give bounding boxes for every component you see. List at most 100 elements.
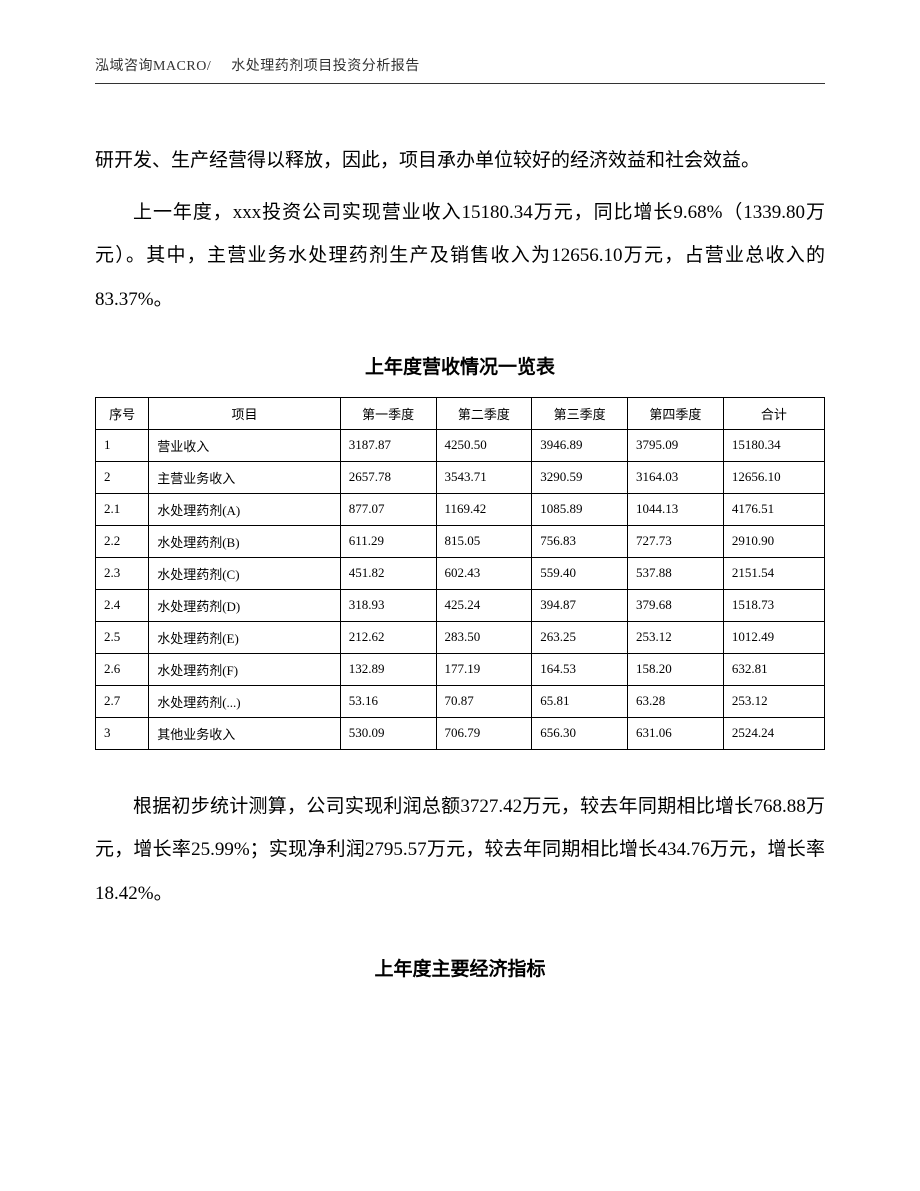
col-header-seq: 序号 <box>96 397 149 429</box>
table-row: 2.3水处理药剂(C)451.82602.43559.40537.882151.… <box>96 557 825 589</box>
table-row: 2.6水处理药剂(F)132.89177.19164.53158.20632.8… <box>96 653 825 685</box>
paragraph-2: 上一年度，xxx投资公司实现营业收入15180.34万元，同比增长9.68%（1… <box>95 191 825 322</box>
table-row: 1营业收入3187.874250.503946.893795.0915180.3… <box>96 429 825 461</box>
table-cell-seq: 2.7 <box>96 685 149 717</box>
table-cell-seq: 1 <box>96 429 149 461</box>
table-cell-q3: 756.83 <box>532 525 628 557</box>
table-cell-q4: 379.68 <box>628 589 724 621</box>
table-cell-q1: 3187.87 <box>340 429 436 461</box>
table-row: 2主营业务收入2657.783543.713290.593164.0312656… <box>96 461 825 493</box>
table-cell-q1: 53.16 <box>340 685 436 717</box>
table-cell-q2: 177.19 <box>436 653 532 685</box>
revenue-table: 序号 项目 第一季度 第二季度 第三季度 第四季度 合计 1营业收入3187.8… <box>95 397 825 750</box>
table-cell-q1: 212.62 <box>340 621 436 653</box>
table-cell-q4: 727.73 <box>628 525 724 557</box>
table-cell-q4: 1044.13 <box>628 493 724 525</box>
header-divider <box>95 83 825 84</box>
table-cell-q2: 3543.71 <box>436 461 532 493</box>
table-cell-q2: 4250.50 <box>436 429 532 461</box>
table-cell-name: 营业收入 <box>149 429 341 461</box>
table-cell-total: 1518.73 <box>723 589 824 621</box>
table-header-row: 序号 项目 第一季度 第二季度 第三季度 第四季度 合计 <box>96 397 825 429</box>
table-cell-q2: 815.05 <box>436 525 532 557</box>
table-cell-seq: 2.2 <box>96 525 149 557</box>
table-cell-q1: 318.93 <box>340 589 436 621</box>
table-cell-q4: 631.06 <box>628 717 724 749</box>
table-cell-q1: 132.89 <box>340 653 436 685</box>
table-cell-q2: 706.79 <box>436 717 532 749</box>
section-2-title: 上年度主要经济指标 <box>95 954 825 981</box>
table-cell-name: 水处理药剂(B) <box>149 525 341 557</box>
table-cell-q3: 164.53 <box>532 653 628 685</box>
table-cell-seq: 2.1 <box>96 493 149 525</box>
col-header-q3: 第三季度 <box>532 397 628 429</box>
table-cell-total: 253.12 <box>723 685 824 717</box>
table-cell-q4: 3795.09 <box>628 429 724 461</box>
table-cell-total: 4176.51 <box>723 493 824 525</box>
table-cell-q3: 394.87 <box>532 589 628 621</box>
table-cell-seq: 3 <box>96 717 149 749</box>
table-cell-name: 水处理药剂(D) <box>149 589 341 621</box>
col-header-total: 合计 <box>723 397 824 429</box>
table-cell-q4: 63.28 <box>628 685 724 717</box>
header-brand: 泓域咨询MACRO/ <box>95 59 211 74</box>
table-cell-q2: 602.43 <box>436 557 532 589</box>
table-cell-name: 水处理药剂(...) <box>149 685 341 717</box>
table-cell-q4: 537.88 <box>628 557 724 589</box>
table-cell-seq: 2 <box>96 461 149 493</box>
table-row: 2.2水处理药剂(B)611.29815.05756.83727.732910.… <box>96 525 825 557</box>
table-cell-q2: 70.87 <box>436 685 532 717</box>
header-title: 水处理药剂项目投资分析报告 <box>231 59 420 74</box>
table-body: 1营业收入3187.874250.503946.893795.0915180.3… <box>96 429 825 749</box>
table-cell-total: 1012.49 <box>723 621 824 653</box>
table-cell-seq: 2.5 <box>96 621 149 653</box>
table-cell-q3: 656.30 <box>532 717 628 749</box>
table-cell-q3: 263.25 <box>532 621 628 653</box>
table-cell-name: 主营业务收入 <box>149 461 341 493</box>
table-row: 2.4水处理药剂(D)318.93425.24394.87379.681518.… <box>96 589 825 621</box>
table-title: 上年度营收情况一览表 <box>95 352 825 379</box>
table-cell-total: 2151.54 <box>723 557 824 589</box>
table-cell-name: 水处理药剂(F) <box>149 653 341 685</box>
table-cell-total: 15180.34 <box>723 429 824 461</box>
table-cell-q1: 530.09 <box>340 717 436 749</box>
document-page: 泓域咨询MACRO/ 水处理药剂项目投资分析报告 研开发、生产经营得以释放，因此… <box>0 0 920 1041</box>
table-cell-q3: 3290.59 <box>532 461 628 493</box>
table-cell-total: 12656.10 <box>723 461 824 493</box>
table-cell-q4: 158.20 <box>628 653 724 685</box>
table-cell-total: 2910.90 <box>723 525 824 557</box>
table-cell-q1: 451.82 <box>340 557 436 589</box>
paragraph-1: 研开发、生产经营得以释放，因此，项目承办单位较好的经济效益和社会效益。 <box>95 139 825 183</box>
table-cell-seq: 2.3 <box>96 557 149 589</box>
table-row: 2.5水处理药剂(E)212.62283.50263.25253.121012.… <box>96 621 825 653</box>
table-row: 2.7水处理药剂(...)53.1670.8765.8163.28253.12 <box>96 685 825 717</box>
table-cell-total: 632.81 <box>723 653 824 685</box>
table-cell-q3: 3946.89 <box>532 429 628 461</box>
table-cell-seq: 2.4 <box>96 589 149 621</box>
col-header-q1: 第一季度 <box>340 397 436 429</box>
table-cell-q4: 3164.03 <box>628 461 724 493</box>
table-cell-name: 水处理药剂(C) <box>149 557 341 589</box>
table-cell-q3: 65.81 <box>532 685 628 717</box>
col-header-q2: 第二季度 <box>436 397 532 429</box>
col-header-name: 项目 <box>149 397 341 429</box>
table-cell-q1: 877.07 <box>340 493 436 525</box>
table-cell-name: 其他业务收入 <box>149 717 341 749</box>
page-header: 泓域咨询MACRO/ 水处理药剂项目投资分析报告 <box>95 55 825 75</box>
table-cell-q2: 283.50 <box>436 621 532 653</box>
table-row: 2.1水处理药剂(A)877.071169.421085.891044.1341… <box>96 493 825 525</box>
table-cell-seq: 2.6 <box>96 653 149 685</box>
table-cell-q4: 253.12 <box>628 621 724 653</box>
table-row: 3其他业务收入530.09706.79656.30631.062524.24 <box>96 717 825 749</box>
table-cell-name: 水处理药剂(A) <box>149 493 341 525</box>
table-cell-q2: 1169.42 <box>436 493 532 525</box>
table-cell-q1: 2657.78 <box>340 461 436 493</box>
table-cell-q3: 1085.89 <box>532 493 628 525</box>
table-cell-name: 水处理药剂(E) <box>149 621 341 653</box>
table-cell-q2: 425.24 <box>436 589 532 621</box>
paragraph-3: 根据初步统计测算，公司实现利润总额3727.42万元，较去年同期相比增长768.… <box>95 785 825 916</box>
col-header-q4: 第四季度 <box>628 397 724 429</box>
table-cell-total: 2524.24 <box>723 717 824 749</box>
table-cell-q1: 611.29 <box>340 525 436 557</box>
table-cell-q3: 559.40 <box>532 557 628 589</box>
